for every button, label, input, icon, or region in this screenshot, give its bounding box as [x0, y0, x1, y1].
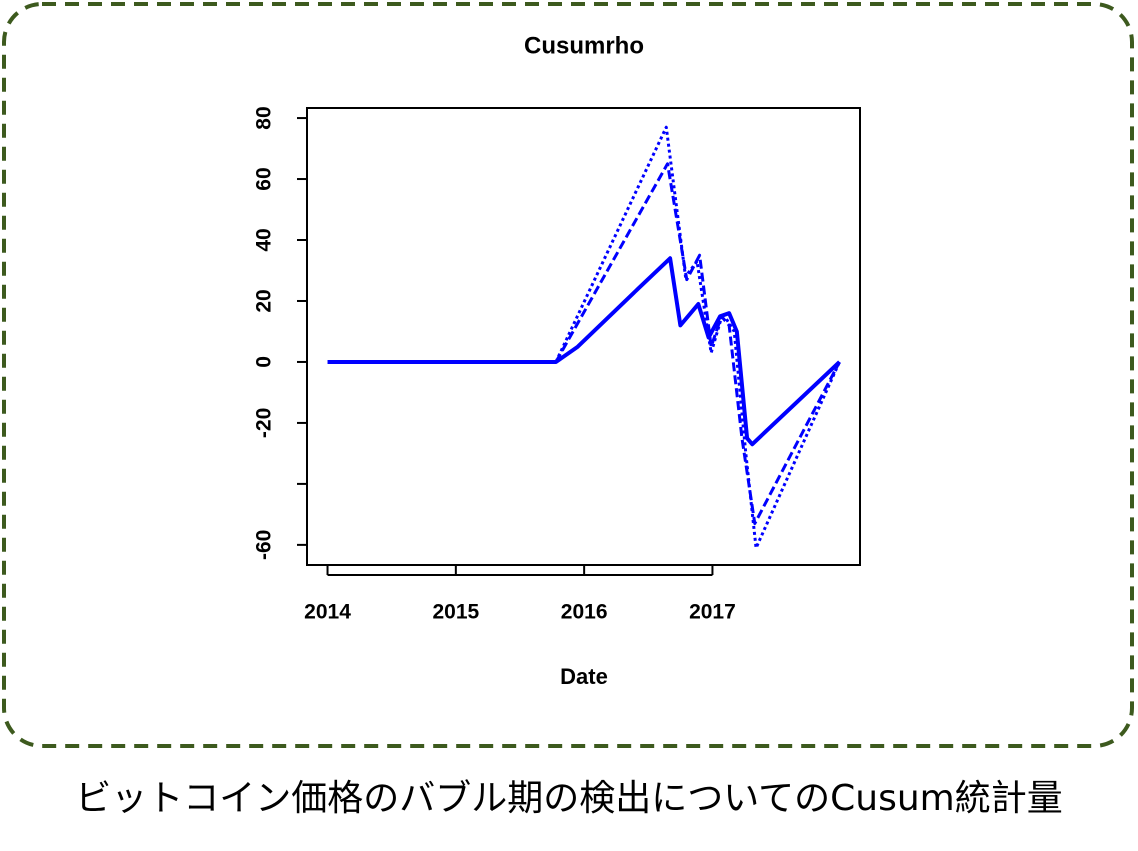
- x-tick-label: 2014: [304, 601, 351, 624]
- x-tick-label: 2017: [689, 601, 736, 624]
- x-axis-label: Date: [560, 664, 608, 689]
- chart-title: Cusumrho: [524, 32, 644, 59]
- y-tick-label: -60: [253, 530, 276, 560]
- y-tick-label: 60: [253, 167, 276, 190]
- data-line: [554, 125, 841, 550]
- frame-border: [2, 2, 1134, 748]
- y-tick-label: 20: [253, 289, 276, 312]
- x-tick-label: 2015: [432, 601, 479, 624]
- y-tick-label: 40: [253, 228, 276, 251]
- y-tick-label: 0: [253, 356, 276, 368]
- y-tick-label: -20: [253, 408, 276, 438]
- plot-frame: [306, 107, 861, 566]
- y-tick-label: 80: [253, 106, 276, 129]
- x-tick-label: 2016: [561, 601, 608, 624]
- data-line: [327, 256, 841, 447]
- data-line: [554, 162, 841, 526]
- caption: ビットコイン価格のバブル期の検出についてのCusum統計量: [75, 778, 1063, 819]
